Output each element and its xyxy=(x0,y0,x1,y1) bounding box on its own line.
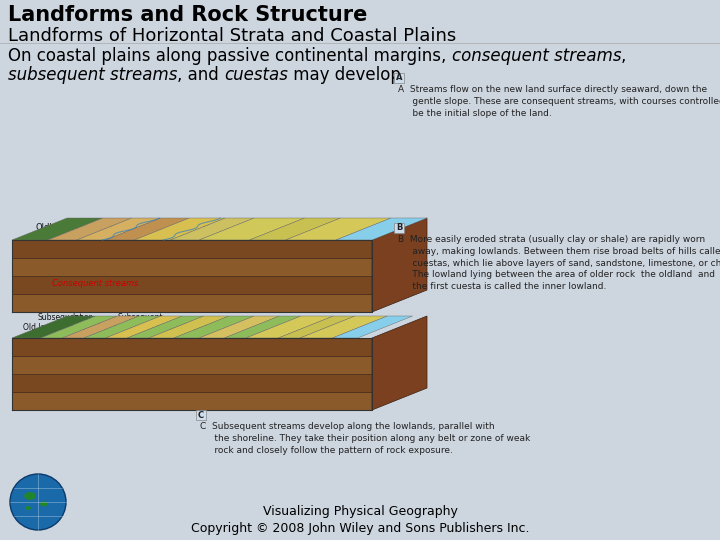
Circle shape xyxy=(10,474,66,530)
Text: Cuesta: Cuesta xyxy=(96,323,122,332)
Polygon shape xyxy=(84,316,161,338)
Polygon shape xyxy=(12,276,372,294)
FancyBboxPatch shape xyxy=(394,223,404,233)
Polygon shape xyxy=(199,316,279,338)
Polygon shape xyxy=(333,316,413,338)
FancyBboxPatch shape xyxy=(394,73,404,83)
Text: , and: , and xyxy=(177,66,225,84)
Text: Landforms and Rock Structure: Landforms and Rock Structure xyxy=(8,5,367,25)
Polygon shape xyxy=(41,316,117,338)
Polygon shape xyxy=(336,218,427,240)
Text: C: C xyxy=(198,410,204,420)
Text: Clay: Clay xyxy=(76,223,94,232)
Text: consequent streams: consequent streams xyxy=(451,47,621,65)
Polygon shape xyxy=(372,316,427,410)
Text: Consequent streams: Consequent streams xyxy=(52,280,138,288)
Text: Copyright © 2008 John Wiley and Sons Publishers Inc.: Copyright © 2008 John Wiley and Sons Pub… xyxy=(191,522,529,535)
Polygon shape xyxy=(12,356,372,374)
Polygon shape xyxy=(300,316,387,338)
Polygon shape xyxy=(12,338,372,356)
Text: Landforms of Horizontal Strata and Coastal Plains: Landforms of Horizontal Strata and Coast… xyxy=(8,27,456,45)
Text: Sand: Sand xyxy=(201,223,222,232)
Text: Visualizing Physical Geography: Visualizing Physical Geography xyxy=(263,505,457,518)
Text: B: B xyxy=(396,224,402,233)
Text: A: A xyxy=(396,73,402,83)
Polygon shape xyxy=(135,218,225,240)
Text: Clay: Clay xyxy=(146,223,164,232)
Polygon shape xyxy=(12,258,372,276)
Text: Inner
lowland: Inner lowland xyxy=(67,313,97,332)
Polygon shape xyxy=(286,218,391,240)
Polygon shape xyxy=(149,316,229,338)
Polygon shape xyxy=(250,218,341,240)
Text: A  Streams flow on the new land surface directly seaward, down the
     gentle s: A Streams flow on the new land surface d… xyxy=(398,85,720,118)
Polygon shape xyxy=(12,294,372,312)
Polygon shape xyxy=(279,316,355,338)
Ellipse shape xyxy=(40,502,48,507)
FancyBboxPatch shape xyxy=(196,410,206,420)
Text: Sand: Sand xyxy=(107,223,128,232)
Text: Oldland: Oldland xyxy=(35,223,68,232)
Polygon shape xyxy=(12,392,372,410)
Text: Subsequent
stream: Subsequent stream xyxy=(38,313,84,332)
Text: Cuesta: Cuesta xyxy=(182,323,209,332)
Polygon shape xyxy=(12,240,372,258)
Ellipse shape xyxy=(24,492,36,500)
Text: ,: , xyxy=(621,47,626,65)
Text: cuestas: cuestas xyxy=(225,66,288,84)
Text: may develop: may develop xyxy=(288,66,401,84)
Polygon shape xyxy=(12,218,103,240)
Text: B  More easily eroded strata (usually clay or shale) are rapidly worn
     away,: B More easily eroded strata (usually cla… xyxy=(398,235,720,291)
Polygon shape xyxy=(12,374,372,392)
Polygon shape xyxy=(106,316,182,338)
Text: Subsequent
stream: Subsequent stream xyxy=(117,313,163,332)
Polygon shape xyxy=(174,316,254,338)
Polygon shape xyxy=(225,316,301,338)
Text: Old land: Old land xyxy=(23,323,55,332)
Polygon shape xyxy=(106,218,189,240)
Polygon shape xyxy=(246,316,333,338)
Text: Lowland: Lowland xyxy=(153,323,184,332)
Polygon shape xyxy=(127,316,204,338)
Polygon shape xyxy=(63,316,139,338)
Ellipse shape xyxy=(25,506,31,510)
Text: subsequent streams: subsequent streams xyxy=(8,66,177,84)
Polygon shape xyxy=(48,218,132,240)
Text: On coastal plains along passive continental margins,: On coastal plains along passive continen… xyxy=(8,47,451,65)
Polygon shape xyxy=(77,218,161,240)
Polygon shape xyxy=(171,218,254,240)
Polygon shape xyxy=(199,218,305,240)
Text: C  Subsequent streams develop along the lowlands, parallel with
     the shoreli: C Subsequent streams develop along the l… xyxy=(200,422,530,455)
Polygon shape xyxy=(372,218,427,312)
Polygon shape xyxy=(12,316,96,338)
